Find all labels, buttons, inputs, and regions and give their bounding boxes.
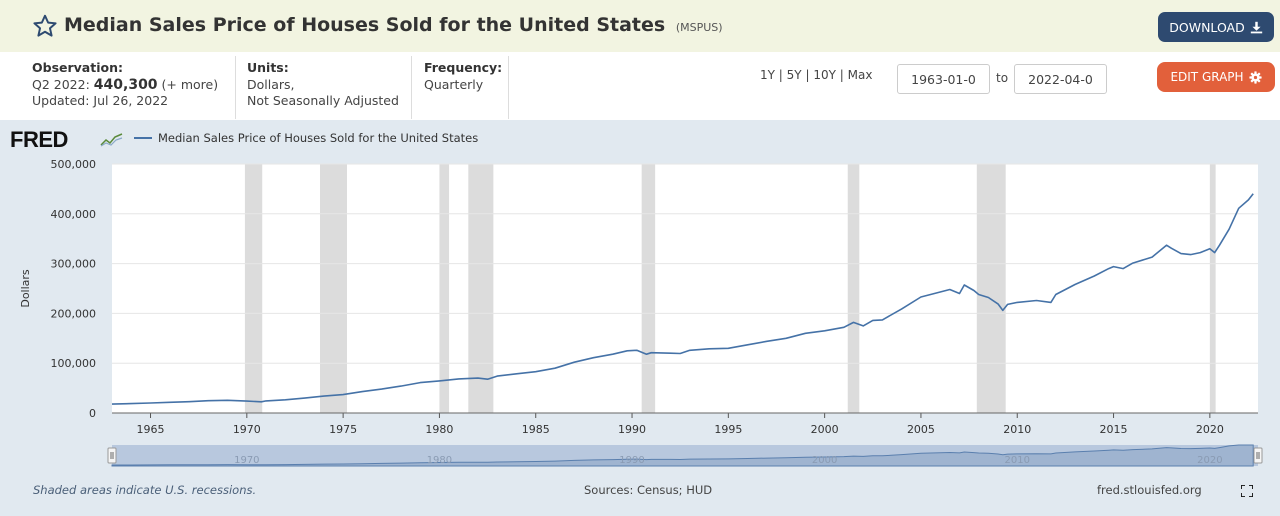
plot-area: [112, 164, 1258, 413]
observation-value: 440,300: [93, 76, 158, 93]
recession-band: [439, 164, 450, 413]
x-tick-label: 2015: [1100, 423, 1128, 436]
range-separator: |: [805, 68, 810, 82]
download-label: DOWNLOAD: [1169, 19, 1245, 35]
x-tick-label: 2000: [811, 423, 839, 436]
title-bar: Median Sales Price of Houses Sold for th…: [0, 0, 1280, 52]
recession-note: Shaded areas indicate U.S. recessions.: [33, 483, 257, 497]
range-1y[interactable]: 1Y: [760, 68, 775, 82]
units-line-1: Dollars,: [247, 76, 295, 92]
star-outline-icon[interactable]: [32, 13, 58, 39]
recession-band: [320, 164, 347, 413]
recession-band: [244, 164, 263, 413]
range-selector: 1Y | 5Y | 10Y | Max: [760, 68, 872, 82]
edit-graph-button[interactable]: EDIT GRAPH: [1157, 62, 1275, 92]
observation-period: Q2 2022:: [32, 76, 90, 92]
x-tick-label: 1985: [522, 423, 550, 436]
x-tick-label: 1980: [425, 423, 453, 436]
navigator-series: [111, 444, 1254, 467]
navigator-handle[interactable]: [1253, 447, 1263, 464]
navigator-tick-label: 1980: [427, 455, 452, 466]
legend-swatch: [134, 137, 152, 139]
navigator-tick-label: 1970: [234, 455, 259, 466]
y-tick-label: 0: [89, 407, 96, 420]
date-to-label: to: [996, 71, 1009, 85]
x-tick-label: 2005: [907, 423, 935, 436]
meta-divider: [235, 56, 236, 119]
navigator-tick-label: 1990: [619, 455, 644, 466]
y-tick-label: 400,000: [51, 208, 97, 221]
range-10y[interactable]: 10Y: [813, 68, 836, 82]
start-date-input[interactable]: 1963-01-0: [897, 64, 990, 94]
meta-divider: [411, 56, 412, 119]
x-tick-label: 1995: [714, 423, 742, 436]
units-block: Units: Dollars, Not Seasonally Adjusted: [247, 60, 399, 110]
gear-icon: [1248, 70, 1262, 84]
navigator-tick-label: 2010: [1005, 455, 1030, 466]
fred-logo-text: FRED: [10, 127, 68, 152]
download-icon: [1250, 21, 1262, 33]
x-tick-label: 1990: [618, 423, 646, 436]
y-tick-label: 200,000: [51, 307, 97, 320]
legend-label: Median Sales Price of Houses Sold for th…: [158, 131, 479, 145]
range-5y[interactable]: 5Y: [786, 68, 802, 82]
navigator-handle[interactable]: [107, 447, 117, 464]
x-tick-label: 1965: [137, 423, 165, 436]
range-separator: |: [778, 68, 783, 82]
frequency-label: Frequency:: [424, 60, 503, 75]
range-max[interactable]: Max: [847, 68, 873, 82]
y-tick-label: 100,000: [51, 357, 97, 370]
recession-band: [641, 164, 656, 413]
recession-band: [1209, 164, 1216, 413]
recession-band: [976, 164, 1006, 413]
units-line-2: Not Seasonally Adjusted: [247, 93, 399, 108]
x-tick-label: 2020: [1196, 423, 1224, 436]
frequency-block: Frequency: Quarterly: [424, 60, 502, 93]
recession-band: [468, 164, 494, 413]
updated-date: Updated: Jul 26, 2022: [32, 93, 169, 108]
x-tick-label: 1970: [233, 423, 261, 436]
sources-text: Sources: Census; HUD: [584, 483, 713, 497]
observation-block: Observation: Q2 2022: 440,300 (+ more) U…: [32, 60, 218, 110]
observation-more-link[interactable]: (+ more): [161, 76, 219, 92]
y-tick-label: 500,000: [51, 158, 97, 171]
series-title: Median Sales Price of Houses Sold for th…: [64, 14, 666, 36]
y-tick-label: 300,000: [51, 258, 97, 271]
navigator-tick-label: 2020: [1197, 455, 1222, 466]
y-axis-title: Dollars: [19, 269, 32, 308]
x-tick-label: 1975: [329, 423, 357, 436]
meta-divider: [508, 56, 509, 119]
navigator-tick-label: 2000: [812, 455, 837, 466]
recession-band: [847, 164, 860, 413]
range-separator: |: [839, 68, 844, 82]
fred-logo-graph-icon: [100, 133, 123, 147]
site-link[interactable]: fred.stlouisfed.org: [1097, 483, 1202, 497]
fullscreen-icon[interactable]: [1241, 485, 1253, 497]
x-tick-label: 2010: [1003, 423, 1031, 436]
edit-graph-label: EDIT GRAPH: [1170, 70, 1244, 84]
fred-logo: FRED: [10, 127, 68, 153]
units-label: Units:: [247, 60, 289, 75]
frequency-value: Quarterly: [424, 76, 484, 92]
page-title: Median Sales Price of Houses Sold for th…: [64, 14, 723, 36]
end-date-input[interactable]: 2022-04-0: [1014, 64, 1107, 94]
series-line: [111, 193, 1254, 405]
series-id: (MSPUS): [675, 21, 723, 34]
observation-label: Observation:: [32, 60, 123, 75]
download-button[interactable]: DOWNLOAD: [1158, 12, 1274, 42]
